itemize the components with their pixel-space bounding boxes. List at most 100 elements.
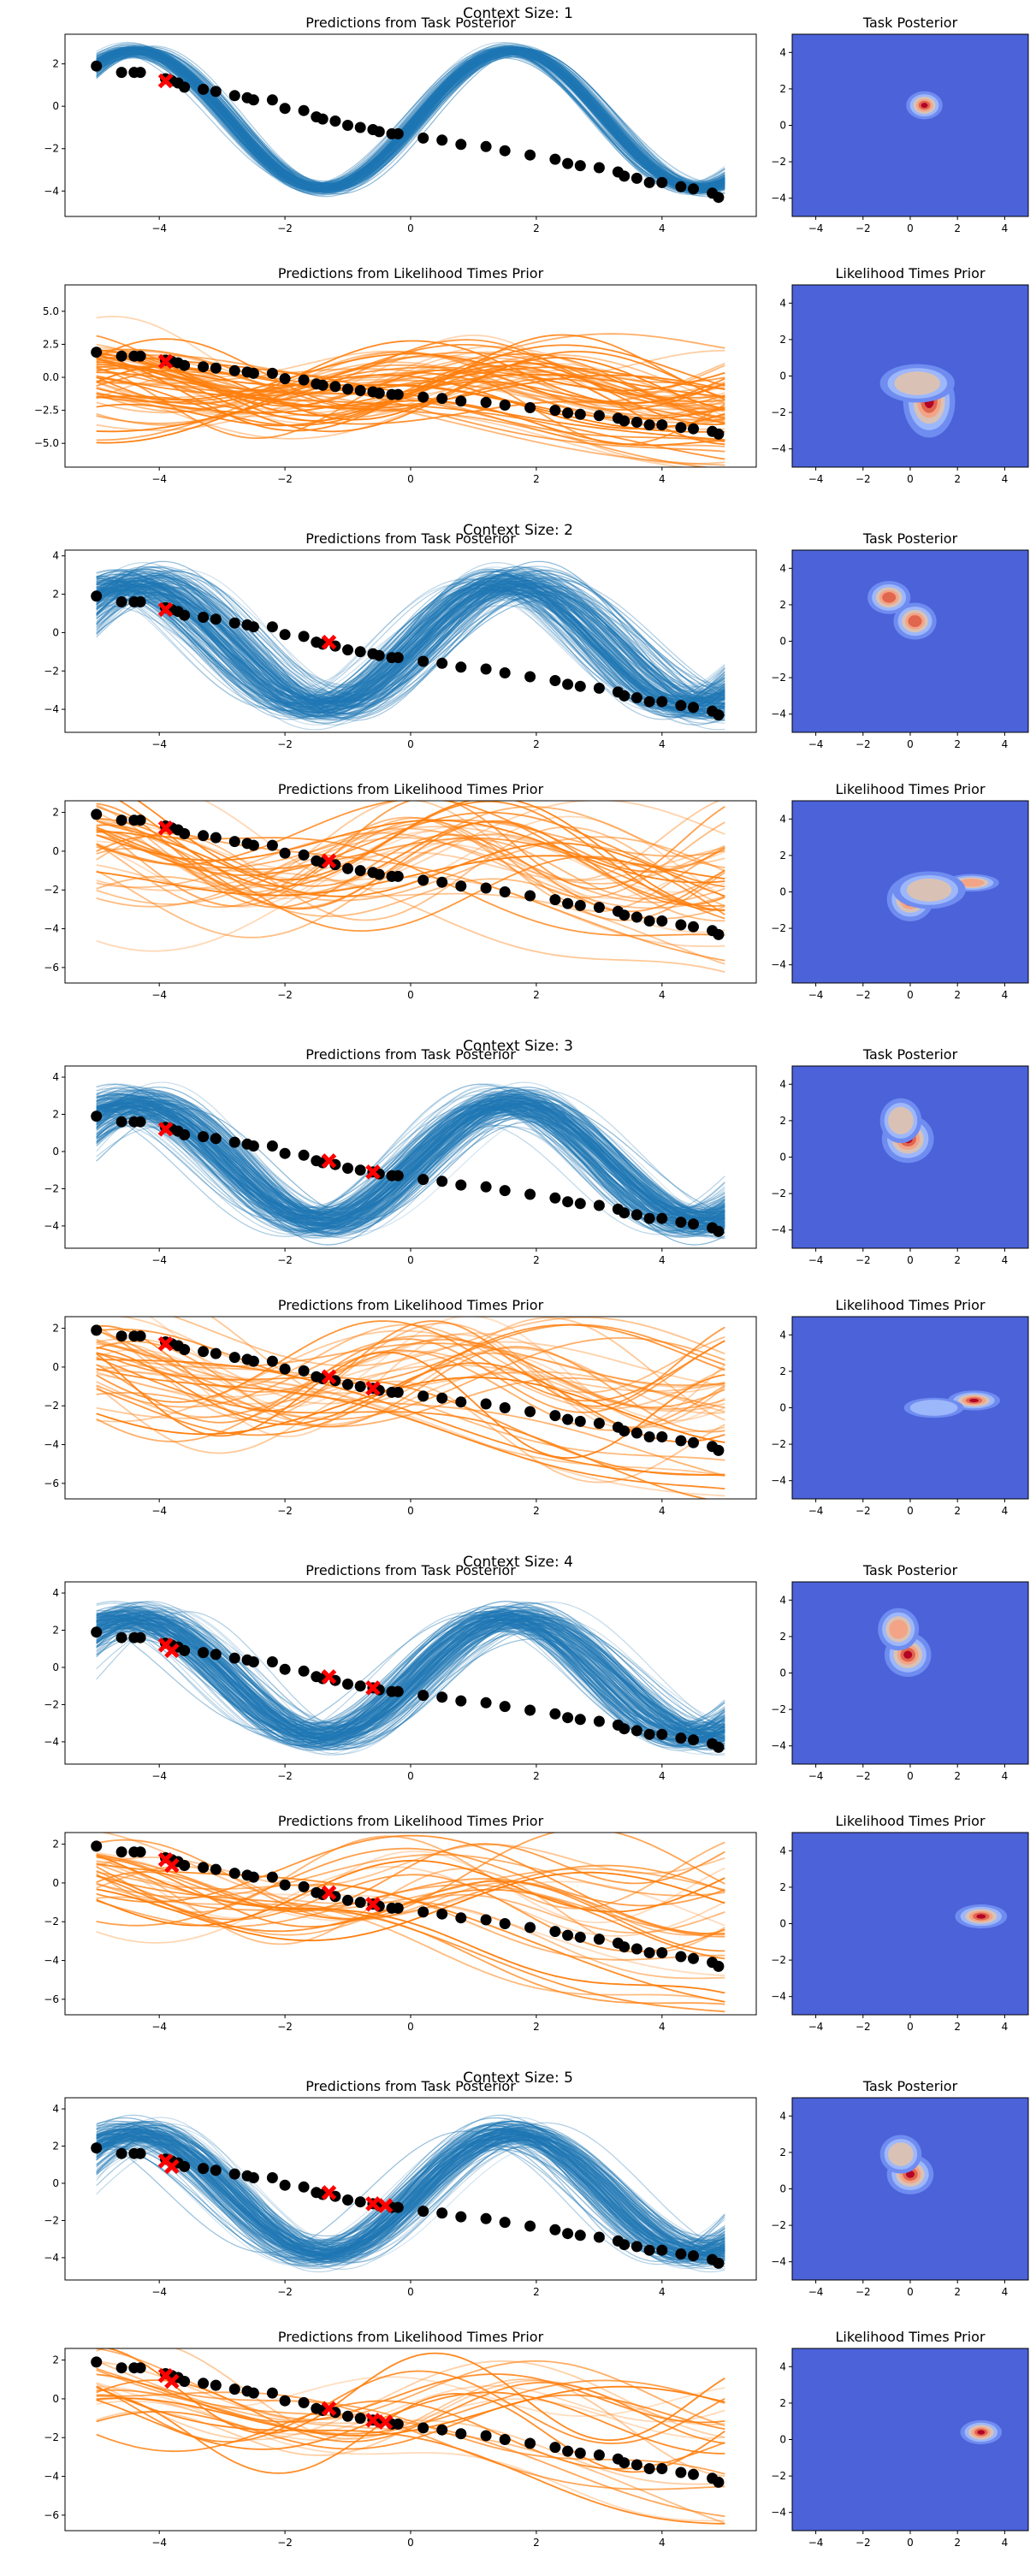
contour-x-tick-label: −4: [808, 2286, 824, 2298]
data-point: [643, 915, 655, 927]
prediction-line: [96, 2379, 725, 2435]
data-point: [549, 1708, 561, 1720]
data-point: [480, 1697, 492, 1708]
data-point: [298, 104, 310, 116]
contour-level: [882, 592, 897, 603]
prediction-line: [96, 2129, 725, 2267]
data-point: [574, 899, 586, 911]
data-point: [455, 139, 467, 151]
contour-x-tick-label: −2: [855, 738, 871, 750]
x-tick-label: −4: [151, 1770, 167, 1782]
prediction-line: [96, 570, 725, 712]
x-tick-label: 2: [533, 1770, 540, 1782]
data-point: [373, 126, 385, 138]
contour-subplot-7: Task Posterior −4 −4 −2 −2 0 0 2 2 4 4: [771, 1562, 1029, 1782]
prediction-lines: [96, 2114, 725, 2273]
y-tick-label: 0: [52, 2393, 59, 2405]
prediction-line: [96, 1100, 725, 1232]
contour-y-tick-label: 2: [779, 2397, 786, 2409]
prediction-line: [96, 1090, 725, 1221]
data-point: [91, 1626, 103, 1638]
x-tick-label: 2: [533, 738, 540, 750]
data-point: [417, 1906, 429, 1918]
y-tick-label: −2: [44, 143, 59, 155]
data-point: [279, 1147, 291, 1159]
data-point: [115, 1116, 127, 1128]
x-tick-label: −4: [151, 222, 167, 234]
prediction-line: [96, 47, 725, 190]
x-tick-label: 4: [659, 738, 666, 750]
data-point: [688, 2250, 699, 2262]
y-tick-label: −4: [44, 185, 59, 197]
prediction-line: [96, 1108, 725, 1220]
data-point: [562, 2445, 574, 2457]
prediction-line: [96, 1602, 725, 1747]
contour-y-tick-label: 2: [779, 1631, 786, 1643]
data-point: [179, 2160, 191, 2172]
line-subplot-title: Predictions from Task Posterior: [305, 15, 516, 31]
contour-level: [894, 371, 941, 395]
data-point: [455, 1396, 467, 1408]
x-tick-label: −4: [151, 2286, 167, 2298]
data-point: [619, 1425, 630, 1437]
prediction-line: [96, 1615, 725, 1738]
y-tick-label: −2: [44, 1916, 59, 1928]
data-point: [656, 696, 668, 708]
contour-subplot-3: Task Posterior −4 −4 −2 −2 0 0 2 2 4 4: [771, 530, 1029, 750]
data-point: [480, 1181, 492, 1193]
prediction-line: [96, 1611, 725, 1729]
prediction-line: [96, 2131, 725, 2258]
data-point: [619, 1723, 630, 1735]
data-point: [574, 680, 586, 692]
prediction-line: [96, 1614, 725, 1751]
prediction-line: [96, 1096, 725, 1223]
prediction-line: [96, 1621, 725, 1734]
data-point: [392, 1386, 404, 1398]
data-point: [480, 396, 492, 408]
prediction-line: [96, 1614, 725, 1743]
x-tick-label: 4: [659, 2021, 666, 2033]
data-point: [179, 1860, 191, 1871]
line-subplot-title: Predictions from Likelihood Times Prior: [278, 1813, 544, 1829]
y-tick-label: −2: [44, 2214, 59, 2226]
contour-x-tick-label: −4: [808, 989, 824, 1001]
data-point: [675, 1951, 687, 1963]
prediction-line: [96, 1851, 725, 1924]
prediction-line: [96, 2141, 725, 2271]
contour-x-tick-label: 2: [954, 1770, 961, 1782]
y-tick-label: −6: [44, 1477, 59, 1489]
x-tick-label: 4: [659, 1505, 666, 1517]
data-point: [210, 1133, 222, 1145]
data-point: [574, 1931, 586, 1943]
data-point: [228, 1652, 240, 1664]
contour-level: [906, 878, 952, 902]
contour-y-tick-label: −2: [771, 2219, 786, 2231]
data-point: [317, 113, 329, 125]
y-tick-label: 5.0: [43, 305, 59, 317]
prediction-line: [96, 569, 725, 708]
prediction-lines: [96, 1081, 725, 1246]
contour-subplot-1: Task Posterior −4 −4 −2 −2 0 0 2 2 4 4: [771, 15, 1029, 234]
prediction-line: [96, 358, 725, 425]
data-point: [266, 621, 278, 633]
prediction-line: [96, 572, 725, 702]
data-point: [91, 2142, 103, 2154]
data-point: [228, 1868, 240, 1880]
data-point: [593, 1933, 605, 1945]
prediction-line: [96, 1099, 725, 1221]
contour-x-tick-label: −4: [808, 473, 824, 485]
x-tick-label: −2: [277, 1254, 293, 1266]
contour-y-tick-label: 4: [779, 1329, 786, 1341]
contour-y-tick-label: −2: [771, 1438, 786, 1450]
x-tick-label: −2: [277, 989, 293, 1001]
prediction-line: [96, 591, 725, 702]
prediction-line: [96, 1620, 725, 1735]
x-tick-label: 0: [407, 2286, 414, 2298]
prediction-line: [96, 589, 725, 704]
prediction-line: [96, 50, 725, 188]
prediction-line: [96, 1097, 725, 1228]
prediction-line: [96, 1081, 725, 1218]
prediction-line: [96, 1629, 725, 1747]
prediction-line: [96, 366, 725, 403]
data-point: [593, 902, 605, 914]
